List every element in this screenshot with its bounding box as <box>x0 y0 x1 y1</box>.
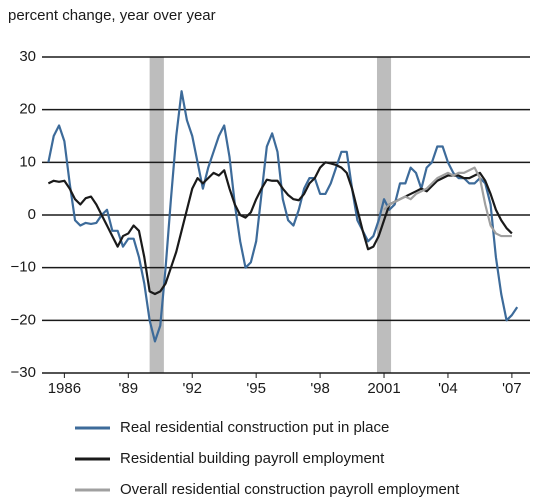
x-tick-label: '92 <box>182 380 202 397</box>
series-line <box>47 90 519 343</box>
x-tick-label: 1986 <box>48 380 81 397</box>
legend-label: Residential building payroll employment <box>120 450 385 467</box>
x-tick-label: '04 <box>438 380 458 397</box>
y-tick-label: −30 <box>11 364 36 381</box>
y-tick-label: 10 <box>19 153 36 170</box>
series-line <box>47 161 513 296</box>
legend-label: Real residential construction put in pla… <box>120 419 389 436</box>
y-tick-label: −10 <box>11 259 36 276</box>
x-tick-label: 2001 <box>367 380 400 397</box>
y-tick-label: −20 <box>11 311 36 328</box>
series-line <box>383 166 512 238</box>
y-tick-label: 30 <box>19 48 36 65</box>
y-tick-label: 0 <box>28 206 36 223</box>
x-tick-label: '98 <box>310 380 330 397</box>
x-tick-label: '07 <box>502 380 522 397</box>
legend-label: Overall residential construction payroll… <box>120 481 460 498</box>
x-tick-label: '95 <box>246 380 266 397</box>
x-tick-label: '89 <box>119 380 139 397</box>
y-tick-label: 20 <box>19 101 36 118</box>
chart-title: percent change, year over year <box>8 7 216 24</box>
